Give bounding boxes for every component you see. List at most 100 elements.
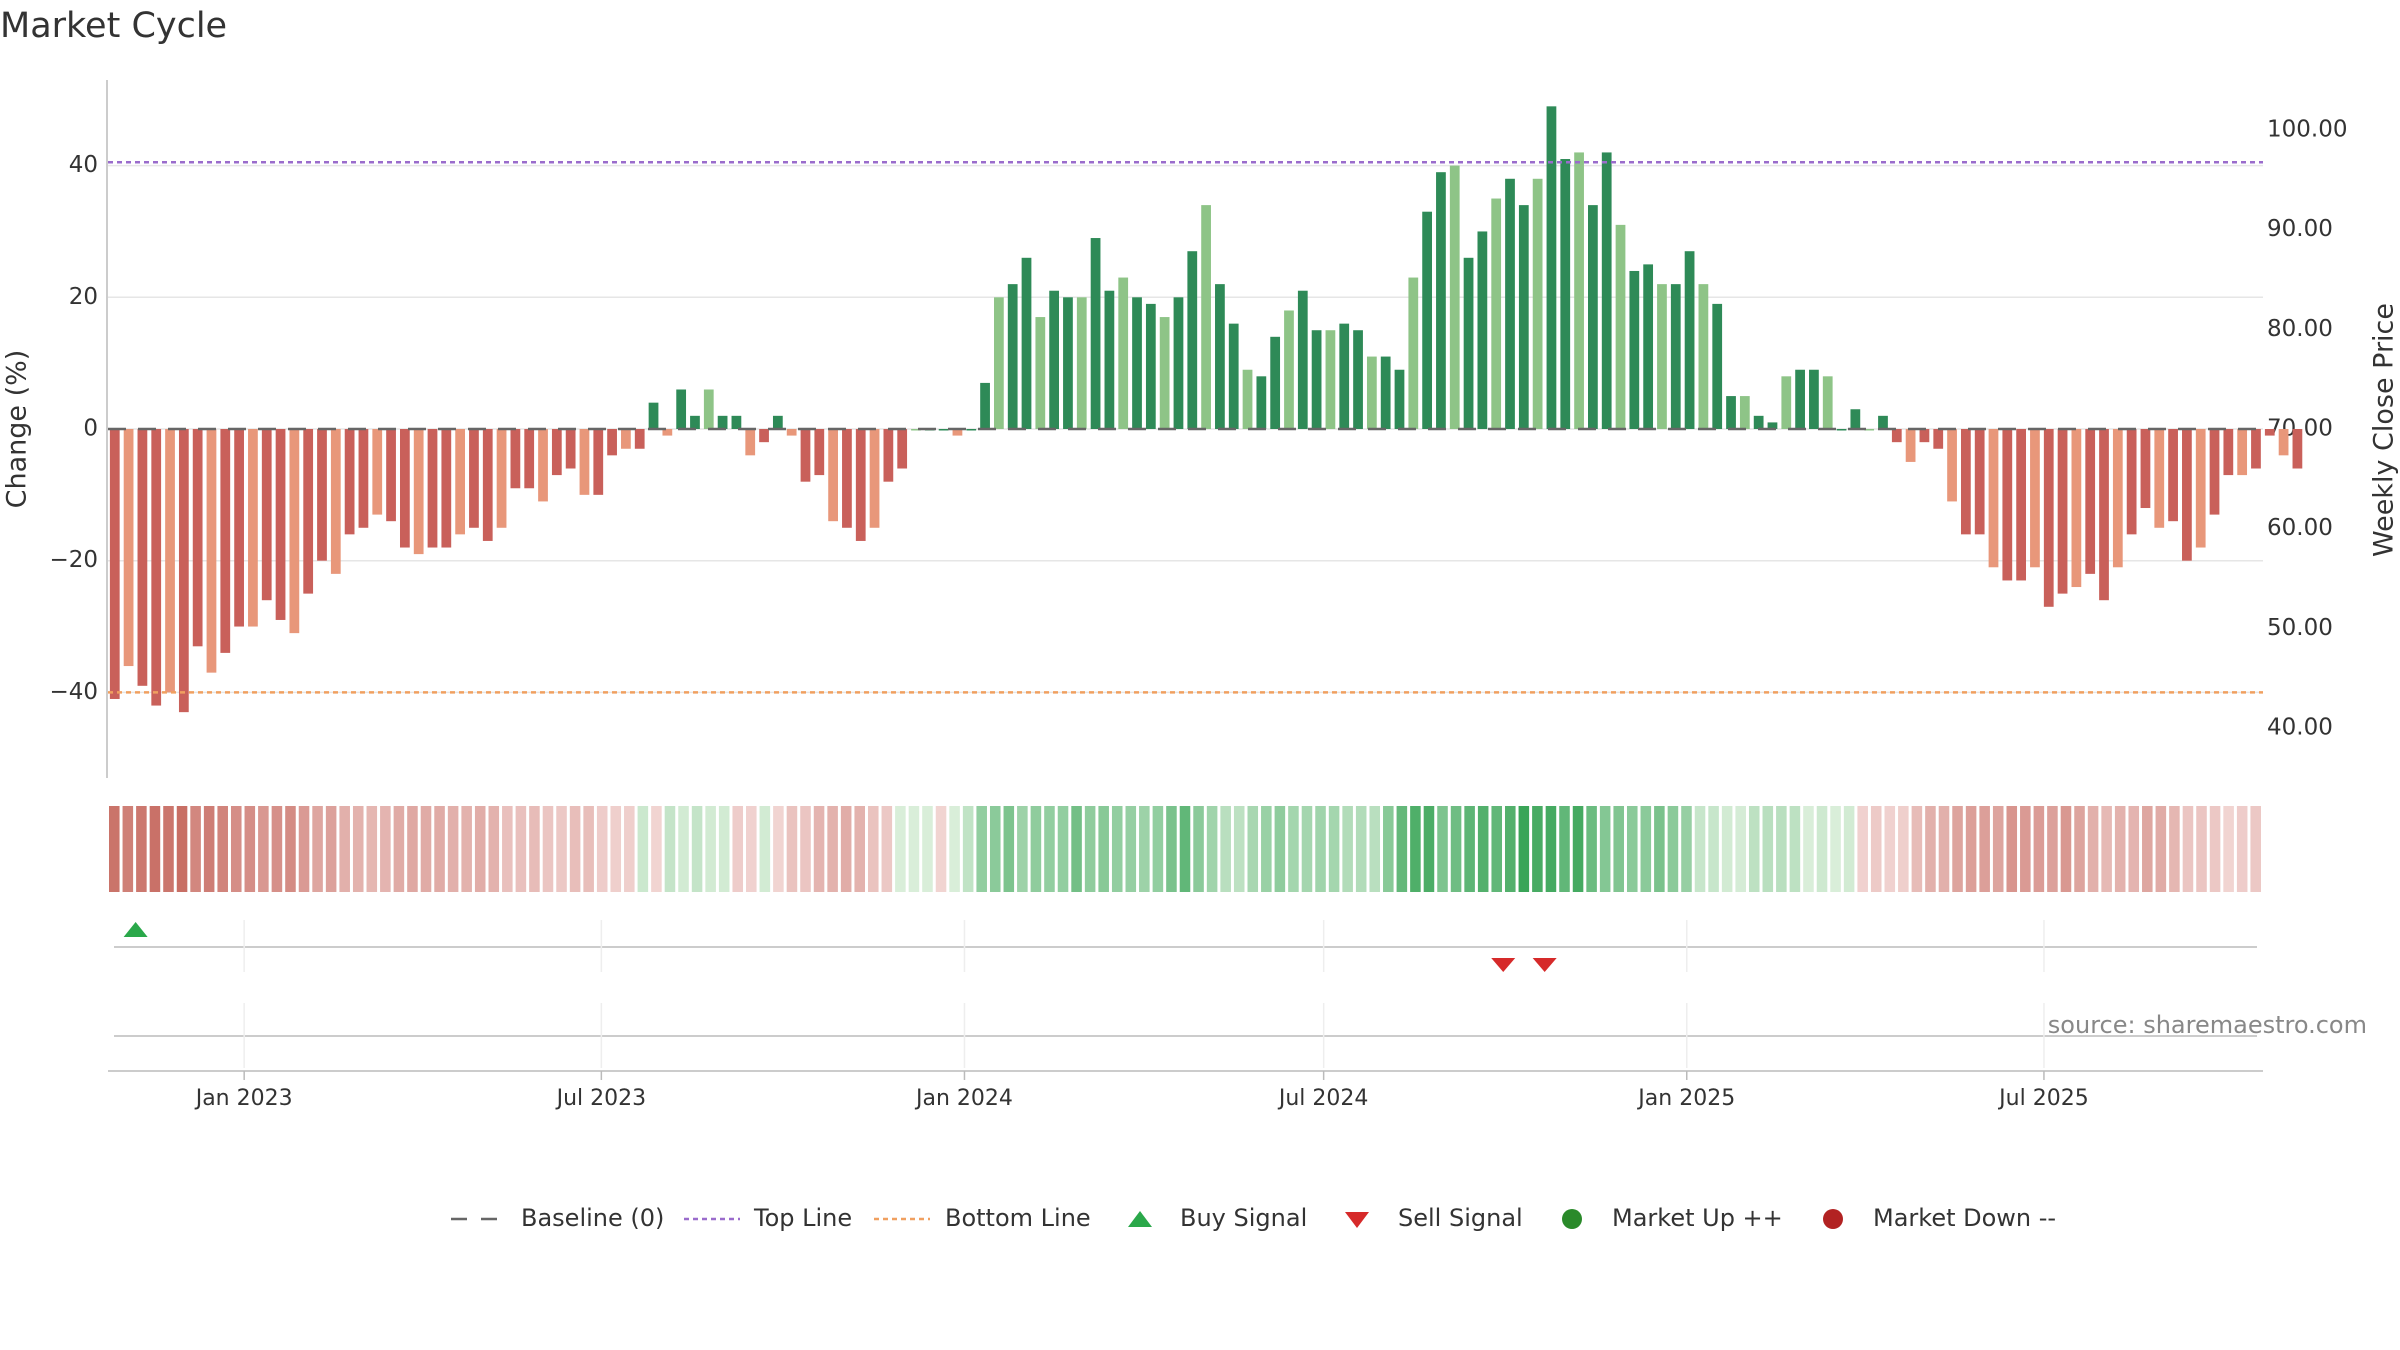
heat-strip-cell — [1830, 806, 1841, 892]
sell-signal-marker — [1532, 958, 1557, 972]
change-bar — [2195, 429, 2206, 548]
change-bar — [897, 429, 908, 469]
legend-marker-buy-signal — [1128, 1211, 1152, 1227]
legend-label: Market Down -- — [1873, 1204, 2056, 1232]
y-axis-label-left: Change (%) — [2, 350, 33, 509]
heat-strip-cell — [2101, 806, 2112, 892]
heat-strip-cell — [203, 806, 215, 892]
change-bar — [1366, 356, 1377, 429]
change-bar — [1698, 284, 1709, 429]
change-bar — [952, 429, 963, 436]
change-bar — [1007, 284, 1018, 429]
change-bar — [1891, 429, 1902, 443]
change-bar — [1187, 251, 1198, 429]
change-bar — [2237, 429, 2248, 476]
change-bar — [648, 402, 659, 429]
change-bar — [1063, 297, 1073, 429]
x-tick-label: Jul 2025 — [1997, 1086, 2089, 1111]
change-bar — [1657, 284, 1667, 429]
heat-strip-cell — [2250, 806, 2261, 892]
change-bar — [1394, 369, 1405, 429]
heat-strip-cell — [1857, 806, 1868, 892]
change-bar — [538, 429, 548, 502]
change-bar — [1726, 396, 1736, 429]
y-tick-label-right: 60.00 — [2267, 515, 2333, 541]
heat-strip-cell — [1220, 806, 1231, 892]
change-bar — [1339, 323, 1350, 429]
heat-strip-cell — [474, 806, 486, 892]
change-bar — [621, 429, 631, 449]
heat-strip-cell — [230, 806, 242, 892]
y-tick-label-right: 90.00 — [2267, 216, 2333, 242]
change-bar — [2264, 429, 2275, 436]
change-bar — [1436, 172, 1446, 430]
x-tick-label: Jan 2025 — [1636, 1086, 1735, 1111]
heat-strip-cell — [895, 806, 906, 892]
change-bar — [745, 429, 756, 456]
change-bar — [165, 429, 175, 693]
heat-strip-cell — [1125, 806, 1137, 892]
change-bar — [2016, 429, 2027, 581]
change-bar — [994, 297, 1004, 429]
heat-strip-cell — [244, 806, 256, 892]
heat-strip-cell — [1816, 806, 1828, 892]
heat-strip-cell — [1328, 806, 1340, 892]
heat-strip-cell — [1572, 806, 1584, 892]
change-bar — [1822, 376, 1833, 429]
change-bar — [372, 429, 383, 515]
heat-strip-cell — [2020, 806, 2031, 892]
change-bar — [828, 429, 838, 522]
heat-strip-cell — [813, 806, 825, 892]
change-bar — [1284, 310, 1294, 429]
change-bar — [759, 429, 769, 443]
legend-label: Baseline (0) — [521, 1204, 664, 1232]
heat-strip-cell — [2155, 806, 2167, 892]
change-bar — [1422, 211, 1432, 429]
heat-strip-cell — [989, 806, 1001, 892]
heat-strip-cell — [325, 806, 337, 892]
heat-strip-cell — [1342, 806, 1353, 892]
heat-strip-cell — [1098, 806, 1109, 892]
heat-strip-cell — [1030, 806, 1042, 892]
heat-strip-cell — [1071, 806, 1082, 892]
heat-strip-cell — [2047, 806, 2058, 892]
change-bar — [800, 429, 811, 482]
change-bar — [814, 429, 825, 476]
change-bar — [510, 429, 521, 489]
change-bar — [1601, 152, 1612, 429]
y-tick-label-left: 40 — [69, 152, 98, 178]
change-bar — [261, 429, 272, 601]
change-bar — [330, 429, 341, 574]
heat-strip-cell — [976, 806, 987, 892]
heat-strip-cell — [1491, 806, 1503, 892]
change-bar — [1242, 369, 1253, 429]
y-axis-label-right: Weekly Close Price — [2369, 303, 2400, 557]
change-bar — [524, 429, 535, 489]
change-bar — [1297, 290, 1308, 429]
heat-strip-cell — [569, 806, 581, 892]
change-bar — [1670, 284, 1681, 429]
heat-strip-cell — [800, 806, 811, 892]
change-bar — [2140, 429, 2151, 509]
heat-strip-cell — [2128, 806, 2140, 892]
heat-strip-cell — [691, 806, 703, 892]
heat-strip-cell — [2060, 806, 2072, 892]
change-bar — [1905, 429, 1916, 462]
heat-strip-cell — [1315, 806, 1326, 892]
change-bar — [358, 429, 369, 528]
change-bar — [1878, 415, 1888, 429]
heat-strip-cell — [2142, 806, 2153, 892]
heat-strip-cell — [1843, 806, 1855, 892]
legend-label: Buy Signal — [1180, 1204, 1307, 1232]
change-bar — [1864, 429, 1875, 431]
heat-strip-cell — [2006, 806, 2018, 892]
heat-strip-cell — [176, 806, 188, 892]
change-bar — [1035, 317, 1046, 429]
heat-strip-cell — [109, 806, 120, 892]
change-bar — [137, 429, 148, 686]
heat-strip-cell — [1518, 806, 1530, 892]
heat-strip-cell — [1247, 806, 1259, 892]
heat-strip-cell — [1586, 806, 1597, 892]
heat-strip-cell — [366, 806, 378, 892]
change-bar — [2182, 429, 2192, 561]
